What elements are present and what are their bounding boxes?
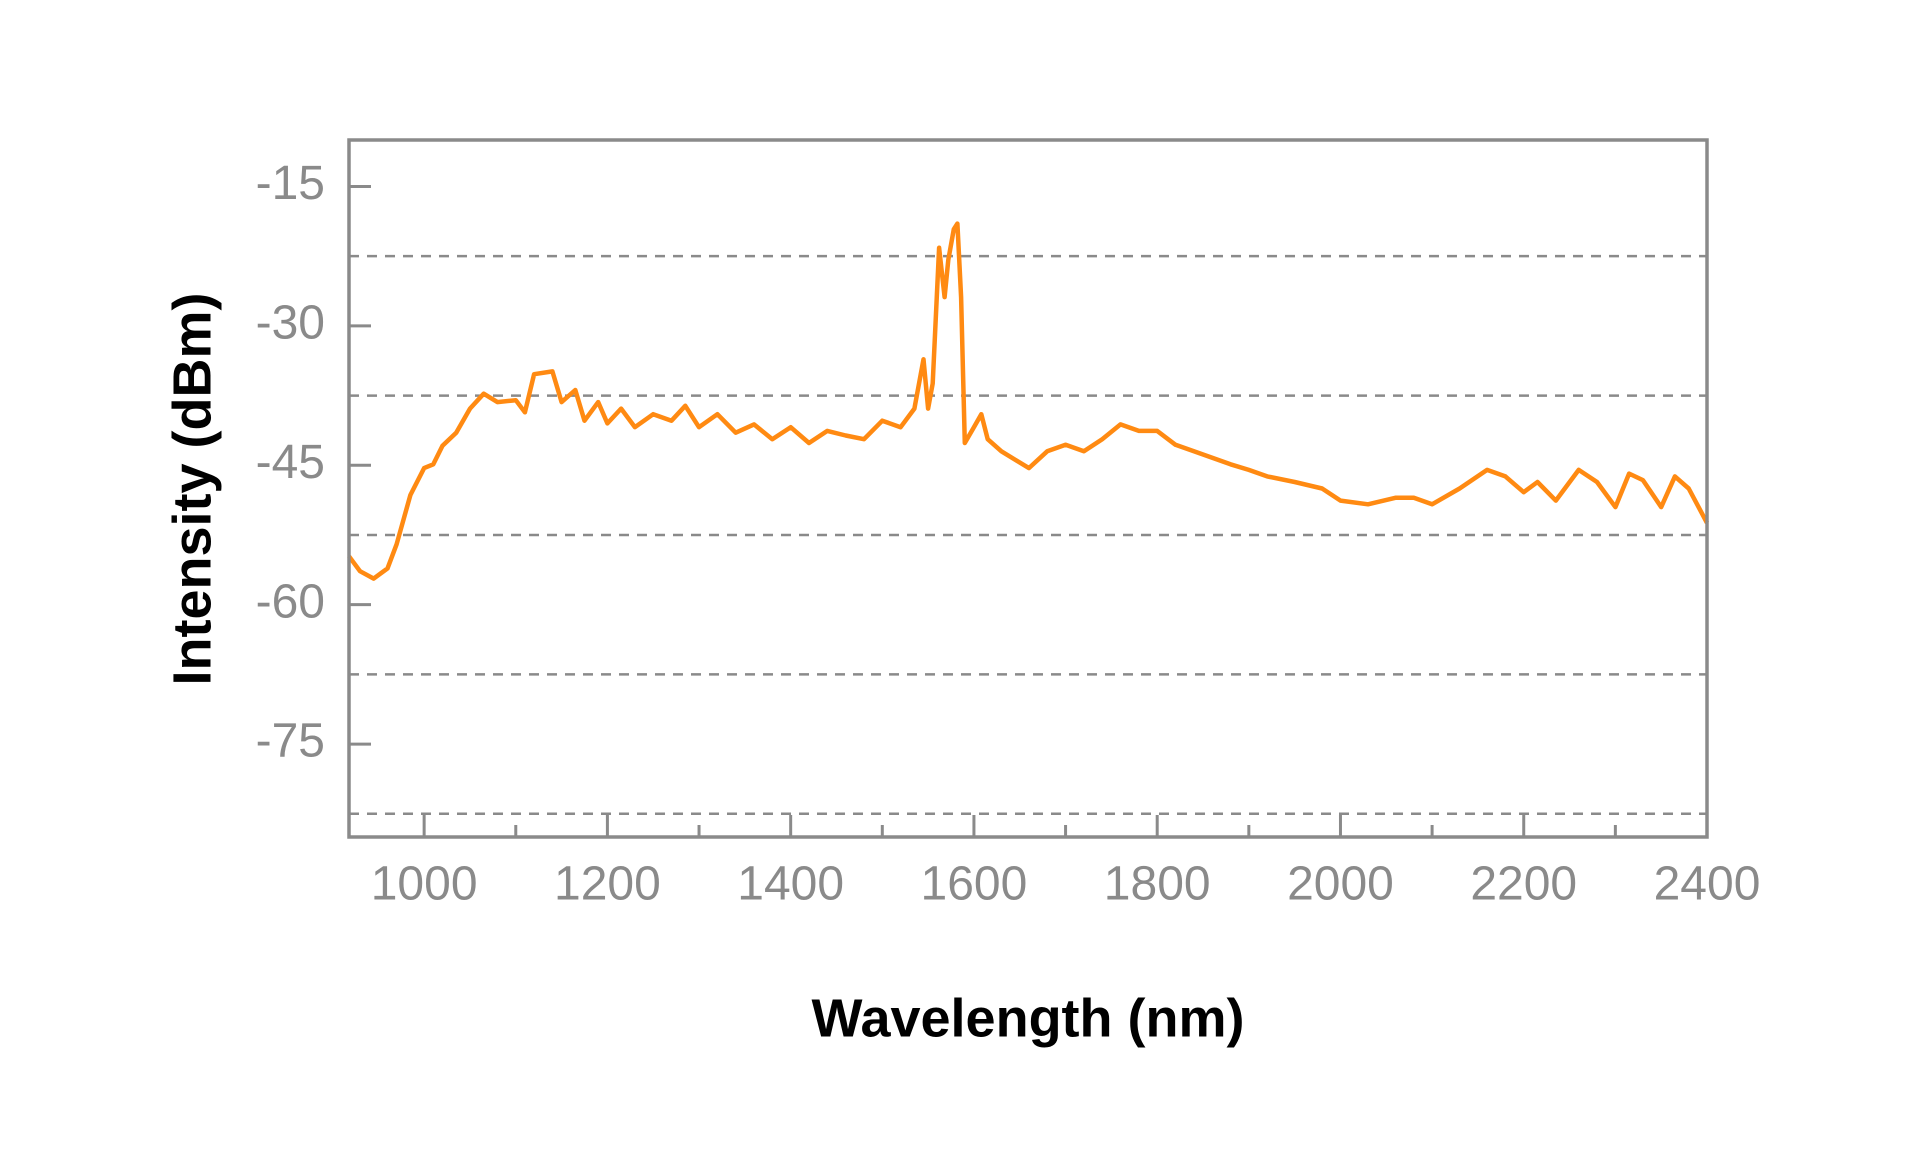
y-tick-label: -60	[256, 575, 325, 628]
x-tick-label: 2400	[1654, 858, 1761, 911]
x-tick-label: 1600	[921, 858, 1028, 911]
x-tick-label: 2200	[1470, 858, 1577, 911]
x-tick-label: 1400	[737, 858, 844, 911]
y-tick-label: -75	[256, 715, 325, 768]
x-tick-label: 2000	[1287, 858, 1394, 911]
y-tick-label: -15	[256, 157, 325, 210]
data-line	[347, 221, 1709, 581]
x-tick-label: 1200	[554, 858, 661, 911]
x-tick-label: 1000	[371, 858, 478, 911]
y-axis-title: Intensity (dBm)	[162, 292, 222, 685]
y-tick-label: -45	[256, 436, 325, 489]
plot-frame	[347, 138, 1709, 839]
x-axis-title: Wavelength (nm)	[811, 988, 1244, 1048]
x-tick-label: 1800	[1104, 858, 1211, 911]
y-tick-label: -30	[256, 297, 325, 350]
